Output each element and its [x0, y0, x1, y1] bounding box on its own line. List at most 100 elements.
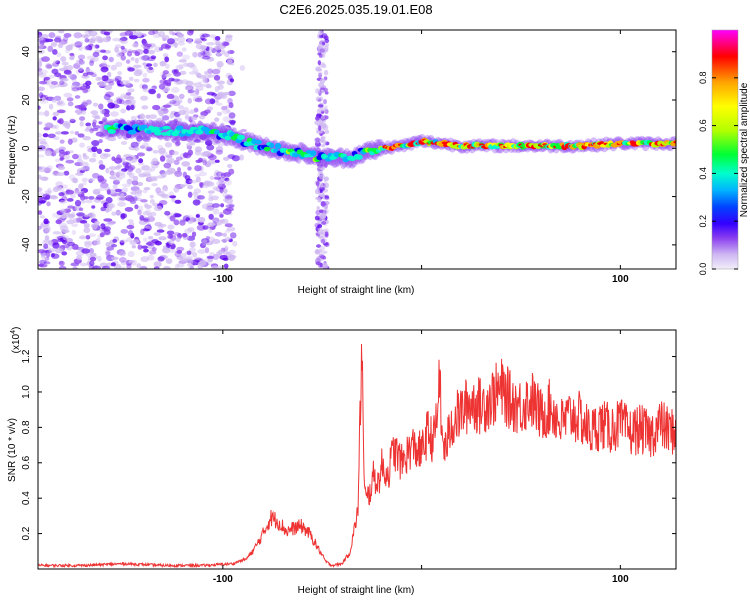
noise-speckle	[102, 153, 111, 158]
noise-speckle	[227, 49, 235, 55]
noise-speckle	[194, 174, 201, 178]
noise-speckle	[207, 190, 215, 194]
noise-speckle	[77, 159, 83, 163]
noise-speckle	[192, 51, 198, 58]
noise-speckle	[186, 62, 195, 68]
noise-speckle	[116, 170, 126, 176]
noise-speckle	[110, 111, 119, 117]
noise-speckle	[65, 237, 73, 244]
noise-speckle	[140, 55, 146, 60]
noise-speckle	[159, 155, 166, 162]
streak-speckle	[319, 34, 324, 39]
noise-speckle	[164, 56, 170, 63]
noise-speckle	[81, 166, 86, 171]
noise-speckle	[61, 251, 68, 256]
noise-speckle	[214, 45, 222, 51]
noise-speckle	[211, 203, 221, 208]
noise-speckle	[43, 261, 51, 265]
streak-speckle	[315, 196, 321, 201]
noise-speckle	[100, 206, 106, 212]
noise-speckle	[187, 166, 192, 171]
noise-speckle	[44, 235, 50, 241]
noise-speckle	[158, 236, 167, 241]
streak-speckle	[323, 69, 329, 76]
streak-speckle	[314, 88, 321, 94]
noise-speckle	[120, 93, 127, 99]
noise-speckle	[211, 92, 217, 97]
noise-speckle	[208, 213, 214, 220]
noise-speckle	[130, 120, 136, 125]
noise-speckle	[60, 131, 69, 135]
noise-speckle	[89, 128, 94, 134]
ridge-core	[263, 146, 271, 152]
noise-speckle	[167, 38, 175, 45]
noise-speckle	[142, 135, 151, 142]
noise-speckle	[114, 75, 122, 81]
noise-speckle	[211, 139, 219, 145]
noise-speckle	[204, 247, 210, 254]
noise-speckle	[63, 33, 72, 38]
noise-speckle	[65, 48, 70, 53]
noise-speckle	[51, 97, 57, 103]
noise-speckle	[181, 161, 191, 167]
noise-speckle	[157, 110, 165, 115]
noise-speckle	[166, 157, 175, 164]
snr-y-tick-label: 1.2	[21, 349, 32, 363]
streak-speckle	[318, 192, 325, 198]
noise-speckle	[105, 251, 111, 257]
noise-speckle	[105, 242, 111, 247]
streak-speckle	[316, 220, 322, 225]
noise-speckle	[59, 233, 65, 238]
noise-speckle	[127, 250, 135, 258]
noise-speckle	[217, 249, 223, 256]
streak-speckle	[319, 209, 324, 213]
streak-speckle	[321, 212, 327, 218]
noise-speckle	[68, 213, 74, 221]
noise-speckle	[192, 199, 201, 206]
noise-speckle	[224, 229, 231, 233]
noise-speckle	[117, 119, 126, 125]
streak-speckle	[324, 196, 330, 200]
noise-speckle	[78, 207, 84, 212]
snr-scale-label: (x104)	[10, 327, 22, 354]
snr-y-tick-label: 0.6	[21, 455, 32, 469]
noise-speckle	[114, 46, 119, 53]
noise-speckle	[69, 130, 75, 135]
noise-speckle	[38, 225, 42, 231]
noise-speckle	[149, 199, 155, 204]
noise-speckle	[172, 150, 179, 156]
streak-speckle	[317, 223, 323, 229]
noise-speckle	[229, 120, 236, 126]
noise-speckle	[91, 205, 96, 209]
noise-speckle	[142, 72, 148, 78]
noise-speckle	[178, 63, 184, 69]
noise-speckle	[222, 208, 232, 215]
noise-speckle	[177, 105, 184, 110]
noise-speckle	[190, 116, 198, 121]
noise-speckle	[63, 235, 70, 241]
noise-speckle	[139, 265, 148, 269]
noise-speckle	[120, 108, 127, 114]
noise-speckle	[52, 242, 60, 249]
colorbar-gradient	[711, 29, 739, 270]
noise-speckle	[208, 154, 217, 161]
noise-speckle	[148, 30, 156, 36]
noise-speckle	[53, 111, 61, 116]
noise-speckle	[119, 37, 128, 41]
streak-speckle	[323, 108, 328, 114]
noise-speckle	[56, 101, 63, 105]
noise-speckle	[97, 77, 104, 81]
noise-speckle	[124, 206, 134, 212]
noise-speckle	[133, 197, 142, 202]
noise-speckle	[135, 168, 142, 174]
noise-speckle	[143, 203, 149, 208]
noise-speckle	[52, 111, 59, 117]
noise-speckle	[207, 159, 217, 165]
noise-speckle	[52, 212, 57, 218]
streak-speckle	[318, 82, 325, 88]
noise-speckle	[38, 121, 43, 125]
noise-speckle	[71, 86, 80, 92]
noise-speckle	[211, 68, 221, 75]
noise-speckle	[127, 166, 134, 172]
noise-speckle	[63, 92, 73, 98]
